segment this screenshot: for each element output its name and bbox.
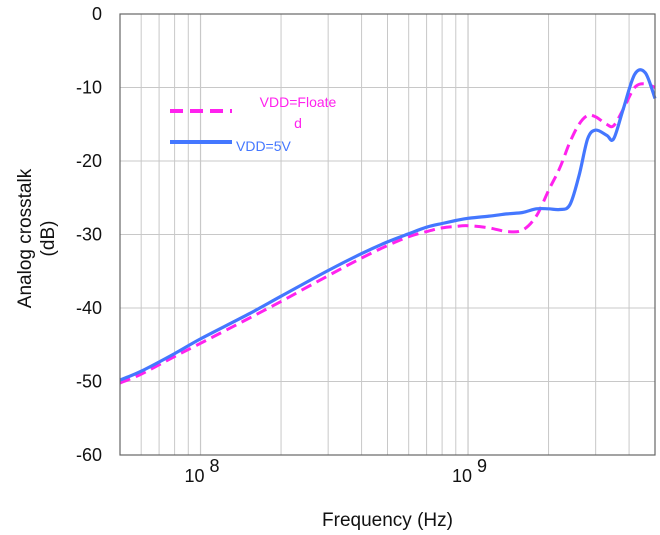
y-tick-label: -40 bbox=[76, 298, 102, 318]
legend-label-vdd-floated: VDD=Floate bbox=[260, 94, 337, 110]
y-tick-label: -50 bbox=[76, 372, 102, 392]
legend-label-vdd-5v: VDD=5V bbox=[236, 138, 292, 154]
y-tick-label: -20 bbox=[76, 151, 102, 171]
series-line-vdd-floated bbox=[119, 82, 656, 385]
x-tick-label: 10 bbox=[185, 466, 205, 486]
plot-lines bbox=[119, 68, 657, 385]
y-axis-title: Analog crosstalk bbox=[15, 168, 36, 308]
y-tick-label: -30 bbox=[76, 225, 102, 245]
y-tick-label: -10 bbox=[76, 78, 102, 98]
x-tick-exponent: 8 bbox=[210, 456, 220, 476]
legend-label-vdd-floated-wrap: d bbox=[294, 115, 302, 131]
x-tick-label: 10 bbox=[452, 466, 472, 486]
legend: VDD=Floate d VDD=5V bbox=[170, 94, 337, 154]
grid bbox=[120, 14, 655, 455]
x-axis-title: Frequency (Hz) bbox=[322, 510, 453, 531]
y-tick-label: -60 bbox=[76, 445, 102, 465]
plot-frame bbox=[119, 13, 656, 456]
x-tick-exponent: 9 bbox=[477, 456, 487, 476]
series-line-vdd-5v bbox=[119, 68, 657, 382]
y-axis-unit: (dB) bbox=[38, 221, 59, 257]
y-axis-title-group: Analog crosstalk (dB) bbox=[15, 168, 59, 308]
y-tick-label: 0 bbox=[92, 4, 102, 24]
